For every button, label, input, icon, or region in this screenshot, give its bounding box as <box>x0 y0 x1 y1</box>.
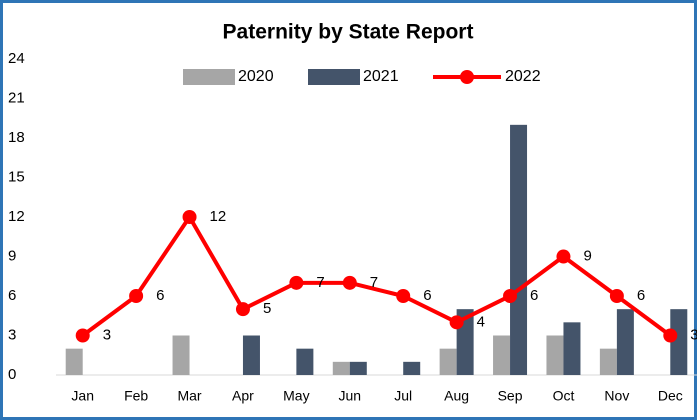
y-tick-label: 9 <box>8 247 16 264</box>
y-tick-label: 3 <box>8 326 16 343</box>
bar <box>510 124 528 375</box>
bar <box>296 348 314 375</box>
point <box>449 315 464 330</box>
data-label: 9 <box>583 247 591 264</box>
bar <box>563 322 581 375</box>
y-tick-label: 18 <box>8 129 25 146</box>
point <box>503 289 518 303</box>
data-label: 3 <box>103 326 111 343</box>
bar <box>439 348 457 375</box>
y-tick-label: 24 <box>8 50 25 67</box>
x-tick-label: Jul <box>394 388 412 404</box>
legend-swatch <box>308 69 360 85</box>
x-tick-label: Jun <box>339 388 362 404</box>
point <box>396 289 411 303</box>
x-tick-label: Dec <box>658 388 683 404</box>
data-label: 7 <box>370 274 378 291</box>
x-tick-label: Apr <box>232 388 254 404</box>
data-label: 6 <box>156 287 164 304</box>
bar <box>546 335 564 375</box>
x-tick-label: Feb <box>124 388 148 404</box>
point <box>182 210 197 224</box>
bar <box>493 335 511 375</box>
line <box>81 215 672 338</box>
point <box>609 289 624 303</box>
bar <box>403 361 421 375</box>
y-tick-label: 6 <box>8 287 16 304</box>
bar <box>332 361 350 375</box>
chart-title: Paternity by State Report <box>223 21 474 44</box>
data-label: 3 <box>690 326 697 343</box>
x-tick-label: Sep <box>498 388 523 404</box>
point <box>289 275 304 290</box>
bar <box>616 309 634 375</box>
data-label: 6 <box>423 287 431 304</box>
bar <box>172 335 190 375</box>
legend-label: 2022 <box>505 68 541 85</box>
point <box>663 328 678 343</box>
legend-label: 2020 <box>238 68 274 85</box>
point <box>342 275 357 290</box>
data-label: 12 <box>210 208 227 225</box>
legend-label: 2021 <box>363 68 399 85</box>
data-label: 6 <box>637 287 645 304</box>
point <box>235 302 250 317</box>
legend-swatch <box>183 69 235 85</box>
data-label: 7 <box>316 274 324 291</box>
bar <box>599 348 617 375</box>
bar <box>670 309 688 375</box>
bar <box>349 361 367 375</box>
x-tick-label: Mar <box>177 388 201 404</box>
bar <box>242 335 260 375</box>
y-tick-label: 0 <box>8 366 16 383</box>
x-tick-label: Oct <box>553 388 575 404</box>
data-label: 5 <box>263 300 271 317</box>
legend-swatch <box>460 70 474 84</box>
y-tick-label: 12 <box>8 208 25 225</box>
point <box>75 328 90 343</box>
data-label: 6 <box>530 287 538 304</box>
y-tick-label: 15 <box>8 168 25 185</box>
x-tick-label: Aug <box>444 388 469 404</box>
bar <box>65 348 83 375</box>
x-tick-label: Jan <box>71 388 94 404</box>
point <box>129 289 144 303</box>
x-tick-label: Nov <box>604 388 629 404</box>
data-label: 4 <box>477 313 485 330</box>
point <box>556 249 571 264</box>
x-tick-label: May <box>283 388 309 404</box>
y-tick-label: 21 <box>8 89 25 106</box>
